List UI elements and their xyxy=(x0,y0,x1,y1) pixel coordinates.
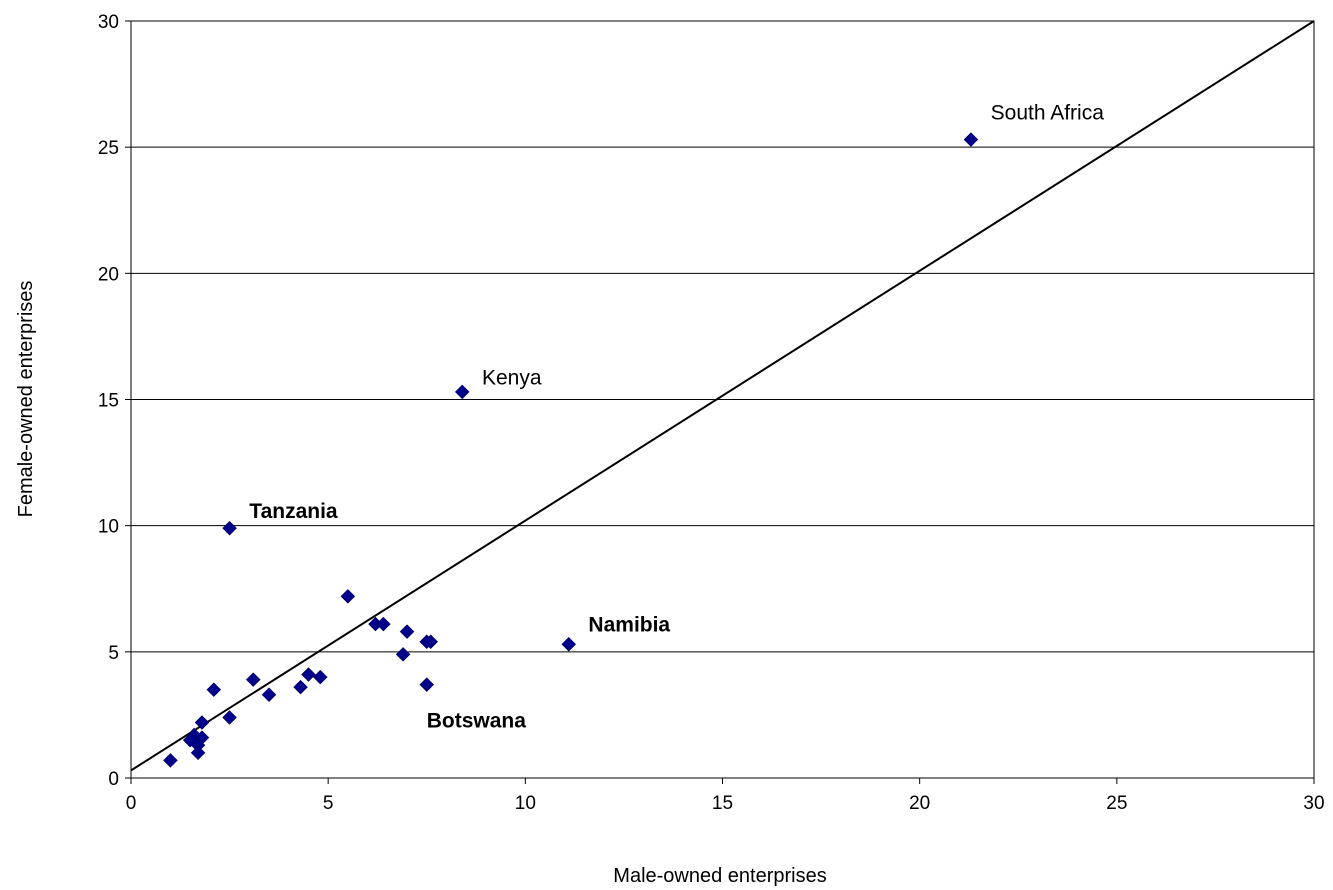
y-tick-label: 30 xyxy=(98,12,119,33)
x-tick-label: 5 xyxy=(323,793,334,814)
x-tick-label: 30 xyxy=(1303,793,1324,814)
x-tick-label: 20 xyxy=(909,793,930,814)
y-tick-label: 25 xyxy=(98,138,119,159)
x-tick-label: 25 xyxy=(1106,793,1127,814)
data-point xyxy=(301,667,316,682)
point-annotations: South Africa Kenya Tanzania Namibia Botswana xyxy=(249,101,1104,732)
x-tick-label: 0 xyxy=(126,793,137,814)
data-point xyxy=(206,682,222,698)
data-point xyxy=(163,752,178,768)
grid-lines xyxy=(131,146,1314,653)
data-point xyxy=(222,710,237,725)
x-tick-label: 15 xyxy=(712,793,733,814)
y-tick-label: 0 xyxy=(108,769,119,790)
data-point xyxy=(222,520,237,536)
x-axis-title: Male-owned enterprises xyxy=(613,865,826,887)
point-annotation: Kenya xyxy=(482,366,542,389)
data-point xyxy=(190,745,206,761)
y-tick-label: 20 xyxy=(98,264,119,285)
data-point xyxy=(454,384,470,400)
data-point xyxy=(419,677,435,692)
data-point xyxy=(561,636,577,652)
data-points xyxy=(163,132,979,768)
data-point xyxy=(376,616,391,632)
reference-line xyxy=(130,20,1315,772)
tick-labels: 0 5 10 15 20 25 30 0 5 10 15 20 25 30 xyxy=(98,12,1325,814)
data-point xyxy=(340,588,356,604)
point-annotation: Tanzania xyxy=(249,500,338,523)
data-point xyxy=(194,715,210,730)
data-point xyxy=(399,624,415,640)
point-annotation: South Africa xyxy=(991,101,1105,124)
data-point xyxy=(261,687,277,703)
y-tick-label: 5 xyxy=(108,643,119,664)
y-tick-label: 15 xyxy=(98,391,119,412)
point-annotation: Botswana xyxy=(427,710,527,733)
data-point xyxy=(245,672,261,687)
data-point xyxy=(312,669,328,685)
x-tick-label: 10 xyxy=(515,793,536,814)
data-point xyxy=(963,132,979,147)
point-annotation: Namibia xyxy=(588,614,670,637)
data-point xyxy=(423,634,439,650)
y-axis-title: Female-owned enterprises xyxy=(15,281,37,518)
data-point xyxy=(395,647,411,662)
reference-line-layer xyxy=(130,20,1315,772)
y-tick-label: 10 xyxy=(98,517,119,538)
data-point xyxy=(293,679,308,695)
plot-area-border xyxy=(130,20,1315,779)
axes xyxy=(125,20,1315,784)
